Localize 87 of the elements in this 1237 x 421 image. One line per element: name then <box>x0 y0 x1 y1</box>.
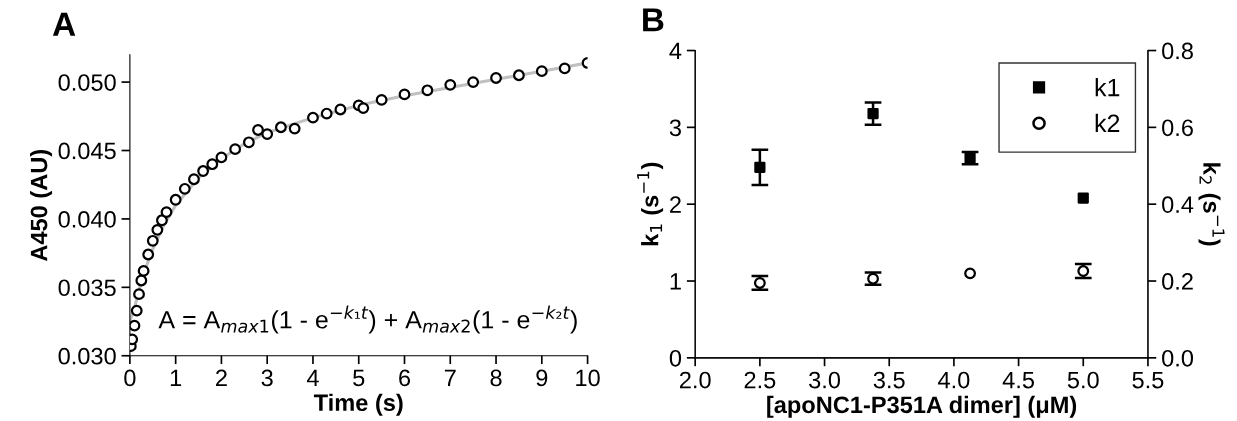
point <box>444 78 457 91</box>
point <box>129 319 141 332</box>
point <box>130 304 143 317</box>
point <box>964 267 976 280</box>
x-tick-label: 3.5 <box>873 371 905 389</box>
x-tick-label: 1 <box>170 369 182 387</box>
x-tick-label: 3 <box>261 369 273 387</box>
point <box>160 206 173 218</box>
point <box>867 107 879 120</box>
point <box>156 214 168 227</box>
y-tick-label: 0.050 <box>58 74 116 91</box>
point <box>151 223 164 236</box>
x-tick-label: 4.5 <box>1002 371 1034 389</box>
x-tick-label: 4.0 <box>938 371 970 389</box>
point <box>137 264 150 277</box>
x-axis-title: [apoNC1-P351A dimer] (μM) <box>767 395 1077 418</box>
point <box>242 136 255 149</box>
point <box>252 124 264 136</box>
point <box>334 103 347 116</box>
y-tick-label: 0.030 <box>58 347 116 365</box>
point <box>357 102 370 115</box>
y-axis-title: k$_{1}$ (s$^{−1}$) <box>637 162 664 246</box>
point <box>178 182 191 195</box>
y-tick-label: 4 <box>669 42 682 60</box>
point <box>1077 265 1090 277</box>
point <box>513 69 525 82</box>
point <box>558 62 571 75</box>
point <box>320 107 333 120</box>
point <box>964 152 976 164</box>
y-tick-label: 0.035 <box>58 279 116 297</box>
x-tick-label: 2.0 <box>679 371 711 389</box>
point <box>142 248 155 261</box>
point <box>146 234 159 247</box>
x-tick-label: 10 <box>576 369 600 387</box>
y-tick-label: 3 <box>669 119 681 137</box>
point <box>398 88 411 101</box>
point <box>1077 192 1089 204</box>
x-tick-label: 8 <box>490 369 502 387</box>
x-tick-label: 7 <box>444 369 456 387</box>
y-tick-label: 0 <box>669 349 682 367</box>
y-axis-title: A450 (AU) <box>30 149 53 262</box>
x-tick-label: 9 <box>536 369 548 387</box>
y-tick-label: 0.040 <box>58 210 116 228</box>
x-tick-label: 6 <box>399 369 411 387</box>
y-tick-label: 0.045 <box>58 142 116 160</box>
point <box>188 173 200 186</box>
legend-label: k2 <box>1095 113 1120 132</box>
point <box>215 151 228 164</box>
point <box>135 274 148 287</box>
point <box>490 72 502 84</box>
point <box>867 272 879 285</box>
point <box>229 143 242 156</box>
point <box>288 122 301 135</box>
text: A = A$_{max1}$(1 - e$^{−k₁t}$) + A$_{max2}$(1 - e$^{−k₂t}$) <box>158 305 577 334</box>
point <box>206 158 219 171</box>
y2-tick-label: 0.8 <box>1162 42 1193 60</box>
point <box>753 277 766 289</box>
x-tick-label: 5.5 <box>1132 371 1164 389</box>
point <box>133 288 145 301</box>
text: A <box>52 12 76 36</box>
point <box>307 111 319 124</box>
point <box>421 84 434 97</box>
x-tick-label: 5.0 <box>1067 371 1099 389</box>
y2-tick-label: 0.2 <box>1162 273 1193 290</box>
y2-tick-label: 0.6 <box>1162 119 1193 137</box>
point <box>275 121 287 134</box>
x-tick-label: 5 <box>353 369 365 387</box>
point <box>261 128 274 141</box>
point <box>467 76 480 89</box>
y-tick-label: 1 <box>670 273 681 290</box>
x-tick-label: 3.0 <box>809 371 841 389</box>
x-tick-label: 0 <box>124 369 136 387</box>
x-tick-label: 2.5 <box>744 371 776 389</box>
y2-tick-label: 0.4 <box>1162 196 1194 213</box>
text: B <box>643 8 664 32</box>
y2-tick-label: 0.0 <box>1162 349 1194 367</box>
legend-label: k1 <box>1095 78 1120 97</box>
point <box>535 65 548 78</box>
point <box>169 193 182 206</box>
point <box>754 161 766 173</box>
x-tick-label: 4 <box>306 369 319 387</box>
point <box>375 93 388 106</box>
x-tick-label: 2 <box>216 369 227 387</box>
y-tick-label: 2 <box>670 196 681 213</box>
y2-axis-title: k$_{2}$ (s$^{−1}$) <box>1198 163 1225 246</box>
x-axis-title: Time (s) <box>313 393 403 416</box>
point <box>197 165 210 177</box>
